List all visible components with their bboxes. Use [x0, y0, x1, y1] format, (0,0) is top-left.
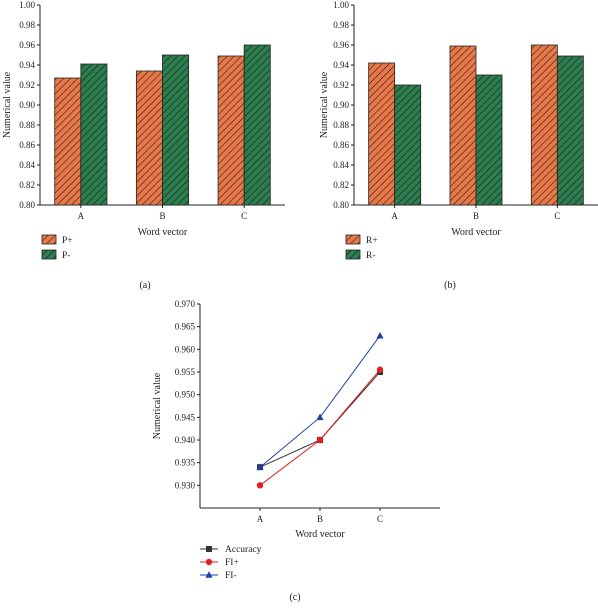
x-tick-label: B	[159, 211, 165, 221]
y-tick-label: 0.98	[333, 20, 349, 30]
bar-R+-B	[449, 45, 477, 206]
y-tick-label: 0.970	[175, 299, 196, 309]
bar-P+-B	[135, 70, 163, 206]
panel-b: 0.80 0.82 0.84 0.86 0.88 0.90 0.92 0.94 0.96 0.98…	[319, 0, 598, 291]
legend-swatch-P-	[41, 249, 57, 260]
y-tick-label: 0.88	[333, 120, 349, 130]
y-tick-label: 0.82	[19, 180, 35, 190]
legend-label-R-: R-	[366, 251, 376, 261]
y-tick-label: 1.00	[19, 0, 35, 10]
y-axis-label: Numerical value	[152, 372, 163, 439]
panel-c: 0.930 0.935 0.940 0.945 0.950 0.955 0.960 0.965…	[152, 299, 440, 603]
y-tick-label: 0.90	[19, 100, 35, 110]
bar-R+-C	[530, 44, 558, 206]
point-FI+-B	[316, 436, 324, 444]
x-tick-label: C	[377, 514, 383, 524]
point-FI--B	[316, 413, 324, 421]
y-tick-label: 0.84	[333, 160, 349, 170]
y-tick-label: 0.80	[333, 200, 349, 210]
bar-P--A	[80, 63, 108, 206]
bar-R+-A	[368, 62, 396, 206]
y-tick-label: 0.94	[19, 60, 35, 70]
legend-label-FI-: FI-	[225, 571, 237, 581]
bar-P+-A	[54, 77, 82, 206]
bar-R--B	[475, 74, 503, 206]
x-tick-label: B	[317, 514, 323, 524]
legend-swatch-R+	[345, 234, 361, 245]
panel-a: 0.80 0.82 0.84 0.86 0.88 0.90 0.92 0.94 0.96 0.98…	[2, 0, 285, 291]
legend-marker-FI-	[205, 571, 213, 578]
y-tick-label: 0.930	[175, 480, 196, 490]
x-tick-label: C	[241, 211, 247, 221]
bar-P--B	[162, 54, 190, 206]
point-FI+-C	[376, 366, 384, 373]
point-FI--A	[256, 463, 264, 470]
y-tick-label: 0.96	[333, 40, 349, 50]
panel-label: (b)	[444, 280, 456, 291]
y-tick-label: 0.960	[175, 344, 196, 354]
x-tick-label: A	[391, 211, 398, 221]
y-tick-label: 0.98	[19, 20, 35, 30]
y-tick-label: 0.950	[175, 390, 196, 400]
y-tick-label: 0.84	[19, 160, 35, 170]
x-tick-label: A	[257, 514, 264, 524]
y-tick-label: 0.965	[175, 322, 196, 332]
legend-marker-FI+	[205, 558, 213, 566]
x-tick-label: B	[473, 211, 479, 221]
point-FI+-A	[256, 482, 264, 489]
legend-marker-Accuracy	[206, 546, 212, 552]
legend-label-FI+: FI+	[225, 558, 239, 568]
y-tick-label: 0.935	[175, 458, 196, 468]
bar-P--C	[243, 44, 271, 206]
bar-R--C	[556, 55, 584, 206]
y-tick-label: 0.92	[19, 80, 35, 90]
series-line-FI-	[259, 335, 381, 468]
x-axis-label: Word vector	[451, 227, 501, 238]
x-axis-label: Word vector	[138, 227, 188, 238]
y-tick-label: 1.00	[333, 0, 349, 10]
legend-label-P-: P-	[62, 251, 70, 261]
y-tick-label: 0.86	[19, 140, 35, 150]
y-tick-label: 0.82	[333, 180, 349, 190]
legend-swatch-R-	[345, 249, 361, 260]
legend-label-R+: R+	[366, 236, 378, 246]
point-FI--C	[376, 331, 384, 339]
y-tick-label: 0.96	[19, 40, 35, 50]
legend-label-Accuracy: Accuracy	[225, 545, 262, 555]
y-tick-label: 0.92	[333, 80, 349, 90]
x-axis-label: Word vector	[295, 529, 345, 540]
bar-R--A	[394, 84, 422, 206]
y-tick-label: 0.955	[175, 367, 196, 377]
y-tick-label: 0.94	[333, 60, 349, 70]
y-tick-label: 0.80	[19, 200, 35, 210]
y-tick-label: 0.88	[19, 120, 35, 130]
y-axis-label: Numerical value	[2, 71, 13, 138]
bar-P+-C	[217, 55, 245, 206]
x-tick-label: C	[554, 211, 560, 221]
y-tick-label: 0.945	[175, 412, 196, 422]
y-tick-label: 0.940	[175, 435, 196, 445]
panel-label: (a)	[139, 280, 150, 291]
y-tick-label: 0.90	[333, 100, 349, 110]
legend-swatch-P+	[41, 234, 57, 245]
panel-label: (c)	[289, 592, 300, 603]
series-line-FI+	[259, 369, 381, 486]
legend-label-P+: P+	[62, 236, 73, 246]
y-axis-label: Numerical value	[319, 71, 330, 138]
x-tick-label: A	[78, 211, 85, 221]
y-tick-label: 0.86	[333, 140, 349, 150]
